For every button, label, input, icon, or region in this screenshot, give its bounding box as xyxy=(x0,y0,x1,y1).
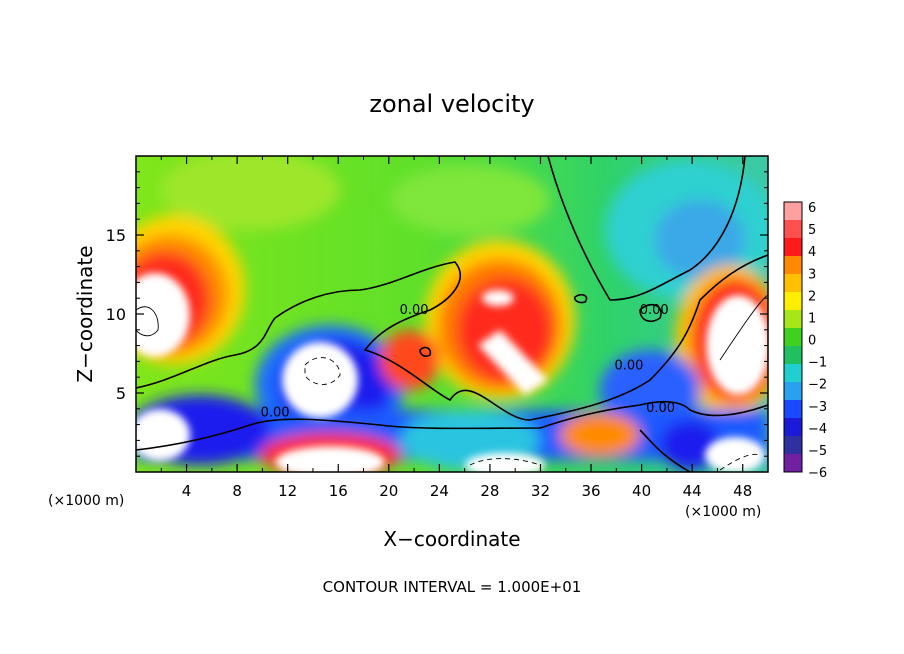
colorbar-frame xyxy=(783,201,803,473)
colorbar-swatch xyxy=(784,400,802,419)
colorbar-swatch xyxy=(784,202,802,221)
colorbar: 6 5 4 3 2 1 0 −1 −2 −3 −4 −5 −6 xyxy=(783,201,827,481)
x-tick-label: 16 xyxy=(329,482,348,500)
colorbar-swatch xyxy=(784,256,802,275)
x-tick-label: 20 xyxy=(379,482,398,500)
y-tick-label: 15 xyxy=(106,226,126,245)
y-tick-label: 5 xyxy=(116,384,126,403)
contour-label: 0.00 xyxy=(261,406,290,421)
colorbar-tick-label: −6 xyxy=(808,466,827,481)
colorbar-tick-label: −4 xyxy=(808,422,827,437)
colorbar-swatch xyxy=(784,220,802,239)
contour-label: 0.00 xyxy=(640,303,669,318)
heatmap-field xyxy=(136,156,768,472)
colorbar-swatch xyxy=(784,346,802,365)
colorbar-swatch xyxy=(784,418,802,437)
contour-interval-note: CONTOUR INTERVAL = 1.000E+01 xyxy=(323,578,582,596)
contour-labels: 0.00 0.00 0.00 0.00 0.00 xyxy=(261,303,675,421)
x-unit-label-left: (×1000 m) xyxy=(48,493,124,509)
x-tick-label: 48 xyxy=(733,482,752,500)
y-tick-label: 10 xyxy=(106,305,126,324)
colorbar-tick-label: 6 xyxy=(808,201,816,216)
colorbar-swatch xyxy=(784,310,802,329)
colorbar-tick-label: −5 xyxy=(808,444,827,459)
colorbar-tick-label: −3 xyxy=(808,400,827,415)
colorbar-swatch xyxy=(784,238,802,257)
x-tick-label: 12 xyxy=(278,482,297,500)
y-axis-label: Z−coordinate xyxy=(73,245,97,382)
x-unit-label-right: (×1000 m) xyxy=(685,504,761,520)
colorbar-swatch xyxy=(784,382,802,401)
colorbar-swatch xyxy=(784,436,802,455)
x-tick-label: 28 xyxy=(480,482,499,500)
colorbar-tick-label: 4 xyxy=(808,245,816,260)
y-axis: 5 10 15 xyxy=(106,171,768,457)
x-axis: 4 8 12 16 20 24 28 32 36 40 44 48 xyxy=(160,156,752,500)
x-tick-label: 4 xyxy=(182,482,192,500)
x-tick-label: 44 xyxy=(683,482,702,500)
colorbar-tick-label: 5 xyxy=(808,223,816,238)
colorbar-swatch xyxy=(784,292,802,311)
colorbar-tick-label: 2 xyxy=(808,289,816,304)
x-tick-label: 40 xyxy=(632,482,651,500)
x-tick-label: 8 xyxy=(232,482,242,500)
colorbar-tick-label: −2 xyxy=(808,378,827,393)
colorbar-tick-label: −1 xyxy=(808,356,827,371)
colorbar-swatch xyxy=(784,454,802,473)
contour-label: 0.00 xyxy=(646,401,675,416)
chart-title: zonal velocity xyxy=(369,90,534,118)
colorbar-swatch xyxy=(784,328,802,347)
colorbar-tick-label: 3 xyxy=(808,267,816,282)
x-axis-label: X−coordinate xyxy=(383,527,520,551)
x-tick-label: 24 xyxy=(430,482,449,500)
contour-label: 0.00 xyxy=(614,358,643,373)
contour-lines xyxy=(136,156,768,472)
colorbar-swatch xyxy=(784,364,802,383)
x-tick-label: 32 xyxy=(531,482,550,500)
colorbar-swatch xyxy=(784,274,802,293)
colorbar-tick-label: 0 xyxy=(808,334,816,349)
colorbar-tick-label: 1 xyxy=(808,311,816,326)
contour-label: 0.00 xyxy=(400,303,429,318)
x-tick-label: 36 xyxy=(581,482,600,500)
